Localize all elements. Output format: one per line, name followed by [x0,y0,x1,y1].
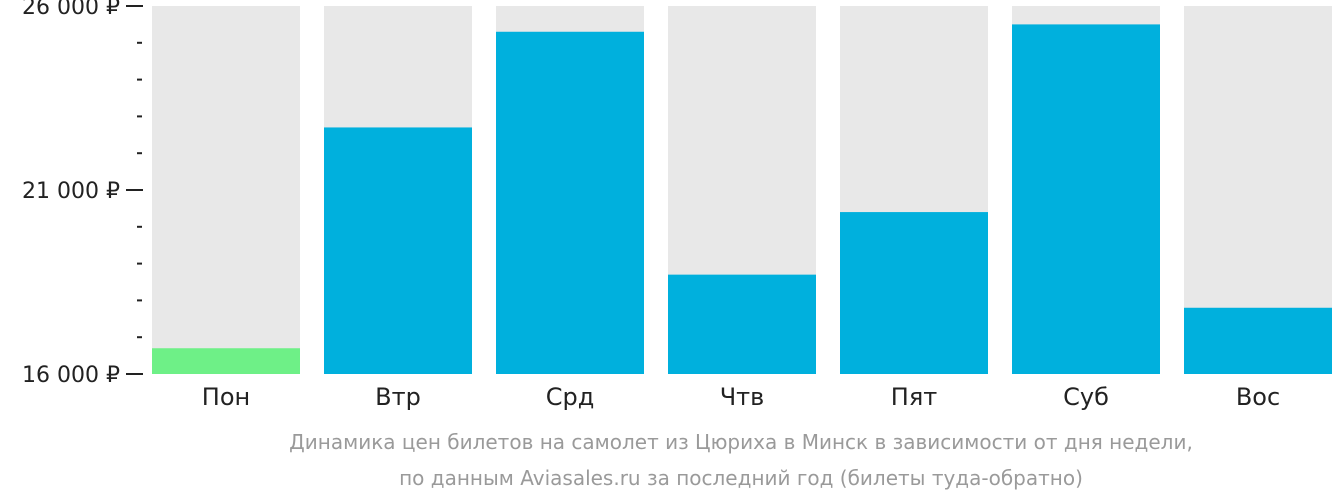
bars [152,24,1332,375]
bar-7[interactable] [1184,307,1332,374]
x-tick-label: Вос [1236,383,1280,411]
x-tick-label: Пят [891,383,937,411]
bar-2[interactable] [324,127,472,374]
x-tick-label: Втр [375,383,421,411]
x-axis: Пон Втр Срд Чтв Пят Суб Вос [202,383,1280,411]
y-tick-label: 16 000 ₽ [22,363,120,388]
bar-track [152,6,300,374]
x-tick-label: Суб [1063,383,1109,411]
chart-caption-line-1: Динамика цен билетов на самолет из Цюрих… [289,430,1193,454]
bar-5[interactable] [840,212,988,374]
chart-caption-line-2: по данным Aviasales.ru за последний год … [399,466,1083,490]
x-tick-label: Пон [202,383,250,411]
y-tick-label: 26 000 ₽ [22,0,120,20]
bar-3[interactable] [496,31,644,374]
y-tick-label: 21 000 ₽ [22,179,120,204]
x-tick-label: Срд [546,383,595,411]
bar-6[interactable] [1012,24,1160,375]
bar-4[interactable] [668,274,816,374]
y-axis: 16 000 ₽ 21 000 ₽ 26 000 ₽ [22,0,143,388]
x-tick-label: Чтв [720,383,765,411]
bar-1[interactable] [152,348,300,374]
